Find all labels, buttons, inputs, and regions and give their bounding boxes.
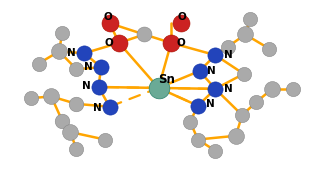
- Point: [290, 87, 295, 90]
- Point: [74, 147, 79, 150]
- Point: [243, 33, 248, 36]
- Point: [233, 134, 238, 137]
- Point: [240, 114, 245, 117]
- Point: [254, 101, 259, 104]
- Point: [56, 50, 61, 53]
- Point: [178, 22, 183, 25]
- Point: [266, 47, 271, 50]
- Point: [195, 138, 200, 141]
- Point: [142, 33, 147, 36]
- Point: [107, 22, 112, 25]
- Text: N: N: [223, 50, 232, 60]
- Point: [96, 85, 101, 88]
- Text: N: N: [82, 81, 91, 91]
- Point: [241, 72, 246, 75]
- Point: [213, 54, 218, 57]
- Point: [195, 104, 200, 107]
- Point: [248, 18, 253, 21]
- Point: [99, 66, 104, 69]
- Point: [68, 131, 73, 134]
- Text: N: N: [67, 48, 76, 58]
- Text: N: N: [207, 66, 216, 76]
- Point: [49, 95, 54, 98]
- Text: Sn: Sn: [158, 73, 175, 86]
- Point: [117, 41, 122, 44]
- Point: [197, 70, 202, 73]
- Point: [74, 102, 79, 105]
- Text: O: O: [105, 38, 113, 48]
- Point: [213, 149, 218, 152]
- Point: [169, 41, 174, 44]
- Point: [36, 62, 41, 65]
- Text: N: N: [93, 103, 101, 113]
- Text: N: N: [84, 62, 93, 72]
- Text: O: O: [178, 12, 186, 22]
- Text: O: O: [177, 38, 185, 48]
- Text: N: N: [205, 99, 214, 109]
- Text: N: N: [223, 84, 232, 94]
- Point: [225, 45, 230, 48]
- Point: [60, 31, 65, 34]
- Point: [107, 105, 112, 108]
- Point: [82, 52, 87, 55]
- Point: [74, 68, 79, 71]
- Point: [188, 120, 193, 123]
- Point: [156, 86, 161, 89]
- Point: [269, 87, 275, 90]
- Point: [102, 138, 107, 141]
- Point: [213, 87, 218, 90]
- Point: [28, 97, 33, 100]
- Text: O: O: [104, 12, 113, 22]
- Point: [60, 119, 65, 122]
